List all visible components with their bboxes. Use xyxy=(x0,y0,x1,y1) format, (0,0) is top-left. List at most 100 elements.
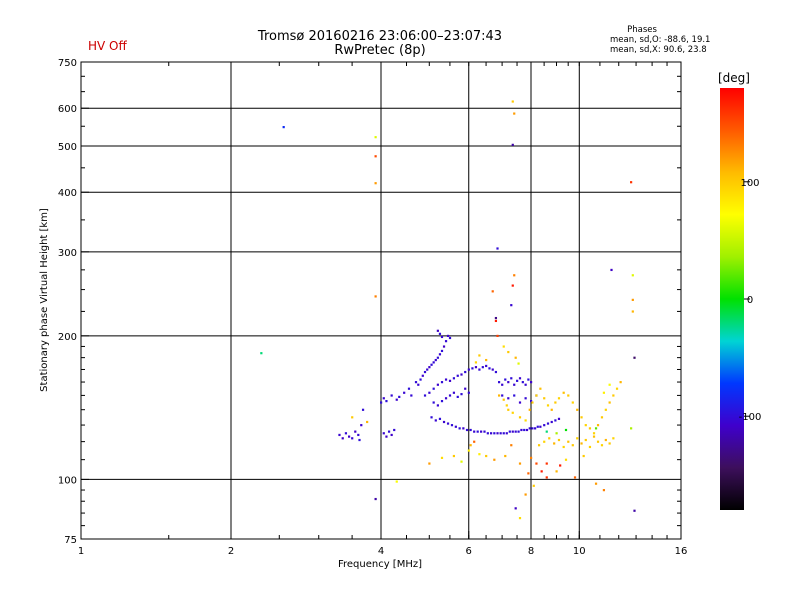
data-point xyxy=(478,368,481,371)
x-axis-label: Frequency [MHz] xyxy=(338,559,422,570)
data-point xyxy=(600,416,604,419)
data-point xyxy=(494,319,498,323)
data-point xyxy=(421,374,424,377)
data-point xyxy=(501,383,504,386)
data-point xyxy=(434,419,437,422)
data-point xyxy=(491,290,494,293)
x-tick-label: 1 xyxy=(78,546,84,557)
data-point xyxy=(390,433,393,437)
data-point xyxy=(548,437,551,440)
data-point xyxy=(374,182,377,185)
data-point xyxy=(485,358,488,362)
data-point xyxy=(513,394,516,397)
data-point xyxy=(426,368,429,371)
data-point xyxy=(524,493,527,496)
data-point xyxy=(576,408,579,411)
data-point xyxy=(567,440,570,443)
data-point xyxy=(545,430,548,433)
data-point xyxy=(580,416,583,419)
data-point xyxy=(604,408,607,411)
data-point xyxy=(282,126,285,129)
data-point xyxy=(531,427,534,430)
data-point xyxy=(448,394,452,397)
data-point xyxy=(571,444,574,447)
data-point xyxy=(366,420,369,424)
data-point xyxy=(630,427,633,430)
data-point xyxy=(518,416,522,419)
data-point xyxy=(631,298,634,301)
data-point xyxy=(588,427,592,430)
data-point xyxy=(511,411,514,414)
data-point xyxy=(434,358,437,362)
data-point xyxy=(491,368,494,371)
data-point xyxy=(398,395,401,398)
data-point xyxy=(550,420,553,424)
data-point xyxy=(511,100,514,103)
data-point xyxy=(545,462,548,465)
data-point xyxy=(452,377,456,380)
data-point xyxy=(442,345,446,348)
data-point xyxy=(562,391,565,394)
data-point xyxy=(554,401,557,404)
data-point xyxy=(423,370,427,374)
data-point xyxy=(504,378,507,381)
data-point xyxy=(407,387,411,390)
data-point xyxy=(344,432,348,435)
data-point xyxy=(496,247,499,250)
data-point xyxy=(608,401,611,404)
data-point xyxy=(410,394,413,397)
data-point xyxy=(557,417,561,420)
data-point xyxy=(374,155,377,158)
data-point xyxy=(555,432,558,435)
data-point xyxy=(473,440,476,443)
data-point xyxy=(523,428,526,432)
data-point xyxy=(546,422,550,425)
colorbar-ticks: 100 0 -100 xyxy=(739,178,762,423)
y-axis: 75 100 200 300 400 500 600 750 xyxy=(58,58,681,546)
data-point xyxy=(543,440,546,443)
data-point xyxy=(428,366,431,369)
data-point xyxy=(505,404,508,407)
data-point xyxy=(576,437,579,440)
data-point xyxy=(395,480,398,483)
data-point xyxy=(440,335,444,339)
data-point xyxy=(504,454,507,458)
data-point xyxy=(594,482,598,485)
data-point xyxy=(535,394,538,397)
data-point xyxy=(534,427,537,430)
data-point xyxy=(596,440,600,443)
data-point xyxy=(456,374,459,377)
data-point xyxy=(550,408,553,411)
data-point xyxy=(436,383,439,386)
data-point xyxy=(554,419,557,422)
data-point xyxy=(385,400,388,403)
data-point xyxy=(358,438,361,442)
data-point xyxy=(444,378,448,381)
data-point xyxy=(539,425,542,428)
data-point xyxy=(532,484,535,487)
y-tick-label: 750 xyxy=(58,58,77,69)
x-tick-label: 2 xyxy=(228,546,234,557)
data-point xyxy=(553,442,556,445)
data-point xyxy=(423,394,427,397)
data-point xyxy=(485,364,488,368)
data-point xyxy=(518,462,522,465)
data-point xyxy=(450,424,454,427)
data-point xyxy=(357,433,360,437)
phases-x-line: mean, sd,X: 90.6, 23.8 xyxy=(610,45,707,55)
data-point xyxy=(602,391,606,394)
data-point xyxy=(428,462,431,465)
colorbar-tick-label: -100 xyxy=(739,412,762,423)
data-point xyxy=(464,370,467,374)
data-point xyxy=(527,378,530,381)
x-tick-label: 16 xyxy=(675,546,688,557)
data-point xyxy=(537,444,541,447)
data-point xyxy=(436,356,439,359)
data-point xyxy=(507,381,510,384)
data-point xyxy=(442,420,446,424)
data-point xyxy=(395,398,398,401)
data-point xyxy=(438,332,442,335)
data-point xyxy=(630,181,633,184)
data-point xyxy=(480,430,483,433)
data-point xyxy=(518,377,522,380)
